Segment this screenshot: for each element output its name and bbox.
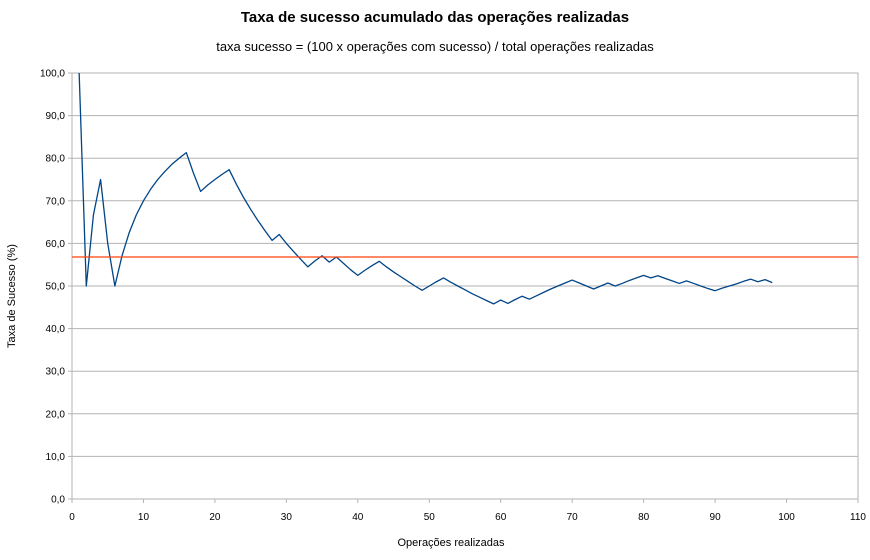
y-tick-label: 70,0 xyxy=(46,196,66,207)
x-tick-label: 50 xyxy=(424,512,436,523)
success-rate-line xyxy=(78,72,773,305)
y-tick-label: 30,0 xyxy=(46,367,66,378)
y-axis-label: Taxa de Sucesso (%) xyxy=(6,244,18,348)
grid-lines xyxy=(68,72,859,503)
y-tick-label: 90,0 xyxy=(46,111,66,122)
y-tick-label: 20,0 xyxy=(46,409,66,420)
y-tick-label: 10,0 xyxy=(46,452,66,463)
x-tick-label: 90 xyxy=(710,512,722,523)
chart-subtitle: taxa sucesso = (100 x operações com suce… xyxy=(216,39,654,54)
x-tick-label: 80 xyxy=(638,512,650,523)
chart-title: Taxa de sucesso acumulado das operações … xyxy=(241,9,629,26)
x-tick-label: 100 xyxy=(778,512,795,523)
series-layer xyxy=(72,72,858,305)
x-axis-ticks: 0 10 20 30 40 50 60 70 80 90 100 110 xyxy=(69,512,866,523)
x-tick-label: 40 xyxy=(352,512,364,523)
x-tick-label: 60 xyxy=(495,512,507,523)
y-tick-label: 100,0 xyxy=(40,69,65,80)
x-tick-label: 70 xyxy=(567,512,579,523)
y-axis-ticks: 0,0 10,0 20,0 30,0 40,0 50,0 60,0 70,0 80,0 90,0 1… xyxy=(40,69,65,506)
y-tick-label: 0,0 xyxy=(51,495,65,506)
y-tick-label: 40,0 xyxy=(46,324,66,335)
x-tick-label: 20 xyxy=(209,512,221,523)
plot-frame xyxy=(71,72,859,500)
x-tick-label: 110 xyxy=(850,512,866,523)
y-tick-label: 60,0 xyxy=(46,239,66,250)
x-tick-label: 10 xyxy=(138,512,150,523)
x-axis-label: Operações realizadas xyxy=(397,537,505,549)
plot-area xyxy=(71,72,859,500)
x-tick-label: 0 xyxy=(69,512,75,523)
x-tick-label: 30 xyxy=(281,512,293,523)
y-tick-label: 80,0 xyxy=(46,154,66,165)
y-tick-label: 50,0 xyxy=(46,282,66,293)
